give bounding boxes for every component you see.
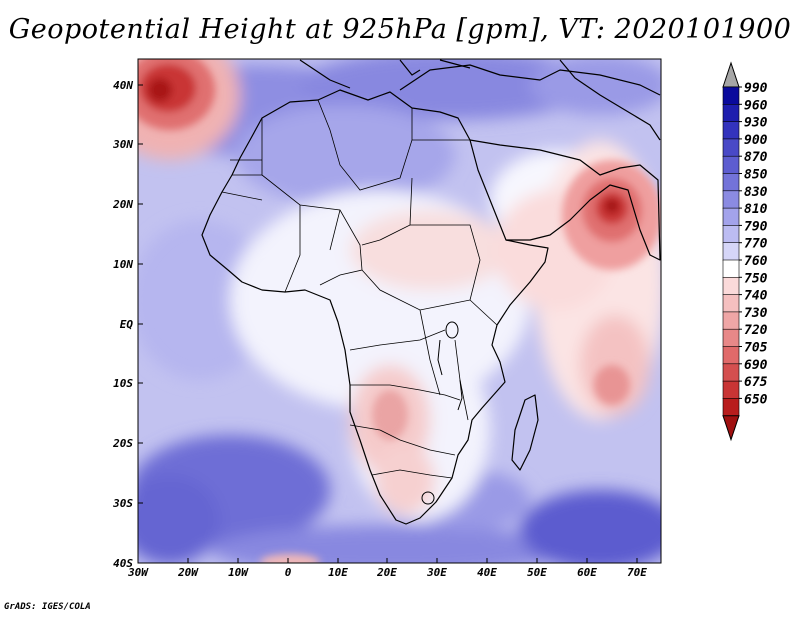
colorbar-label: 870 [744,150,768,165]
lon-label: 10E [328,566,348,579]
lon-label: 30E [426,566,447,579]
lat-label: 20S [112,437,133,450]
colorbar-label: 930 [744,116,768,131]
colorbar-segment [722,104,740,123]
plot-frame [137,58,662,564]
lon-label: 30W [127,566,149,579]
map-title: Geopotential Height at 925hPa [gpm], VT:… [8,14,792,45]
colorbar-segment [722,225,740,244]
colorbar-segment [722,380,740,400]
lat-label: 10N [113,258,133,271]
colorbar-segment [722,207,740,227]
lon-label: 40E [477,566,497,579]
colorbar-segment [722,398,740,417]
longitude-labels: 30W 20W 10W 0 10E 20E 30E 40E 50E 60E 70… [127,566,647,579]
lon-label: 10W [228,566,249,579]
colorbar-segment [722,121,740,140]
lat-label: 30N [112,138,133,151]
lat-label: 20N [112,198,133,211]
colorbar-bottom-arrow [722,415,740,442]
colorbar-label: 990 [744,81,768,96]
lon-label: 0 [285,566,292,579]
lon-label: 70E [627,566,647,579]
colorbar-segment [722,346,740,365]
colorbar-segment [722,173,740,192]
colorbar-label: 650 [744,392,768,407]
lat-label: EQ [120,318,134,331]
lat-label: 40S [113,557,133,570]
colorbar-label: 760 [744,254,768,269]
colorbar-label: 750 [744,271,768,286]
country-borders [221,99,498,479]
latitude-labels: 40N 30N 20N 10N EQ 10S 20S 30S 40S [112,79,133,570]
colorbar-top-arrow [722,61,740,88]
colorbar-label: 830 [744,185,768,200]
lat-label: 40N [113,79,133,92]
lat-label: 10S [113,377,133,390]
lon-label: 60E [577,566,597,579]
colorbar-segment [722,328,740,348]
colorbar-segment [722,86,740,105]
colorbar-label: 790 [744,219,768,234]
colorbar-segment [722,259,740,278]
colorbar-segment [722,155,740,175]
colorbar-segment [722,363,740,382]
colorbar-segment [722,138,740,157]
colorbar-label: 740 [744,289,768,304]
colorbar-label: 850 [744,168,768,183]
colorbar-label: 900 [744,133,768,148]
colorbar-label: 705 [744,341,768,356]
colorbar-segment [722,242,740,261]
footer-credit: GrADS: IGES/COLA [4,602,91,612]
colorbar-label: 720 [744,323,768,338]
colorbar: 990 960 930 900 870 850 830 810 790 770 760 750 740 7… [722,61,768,442]
colorbar-segment [722,311,740,330]
colorbar-label: 730 [744,306,768,321]
lat-label: 30S [112,497,133,510]
colorbar-label: 675 [744,375,768,390]
africa-coastline [201,59,661,525]
colorbar-segment [722,276,740,296]
colorbar-label: 770 [744,237,768,252]
colorbar-segment [722,190,740,209]
axis-ticks [138,84,638,564]
colorbar-label: 960 [744,98,768,113]
height-field [138,59,661,563]
lon-label: 20W [177,566,199,579]
colorbar-segment [722,294,740,313]
colorbar-label: 690 [744,358,768,373]
colorbar-label: 810 [744,202,768,217]
lakes [421,321,463,505]
lon-label: 20E [376,566,397,579]
lon-label: 50E [527,566,547,579]
